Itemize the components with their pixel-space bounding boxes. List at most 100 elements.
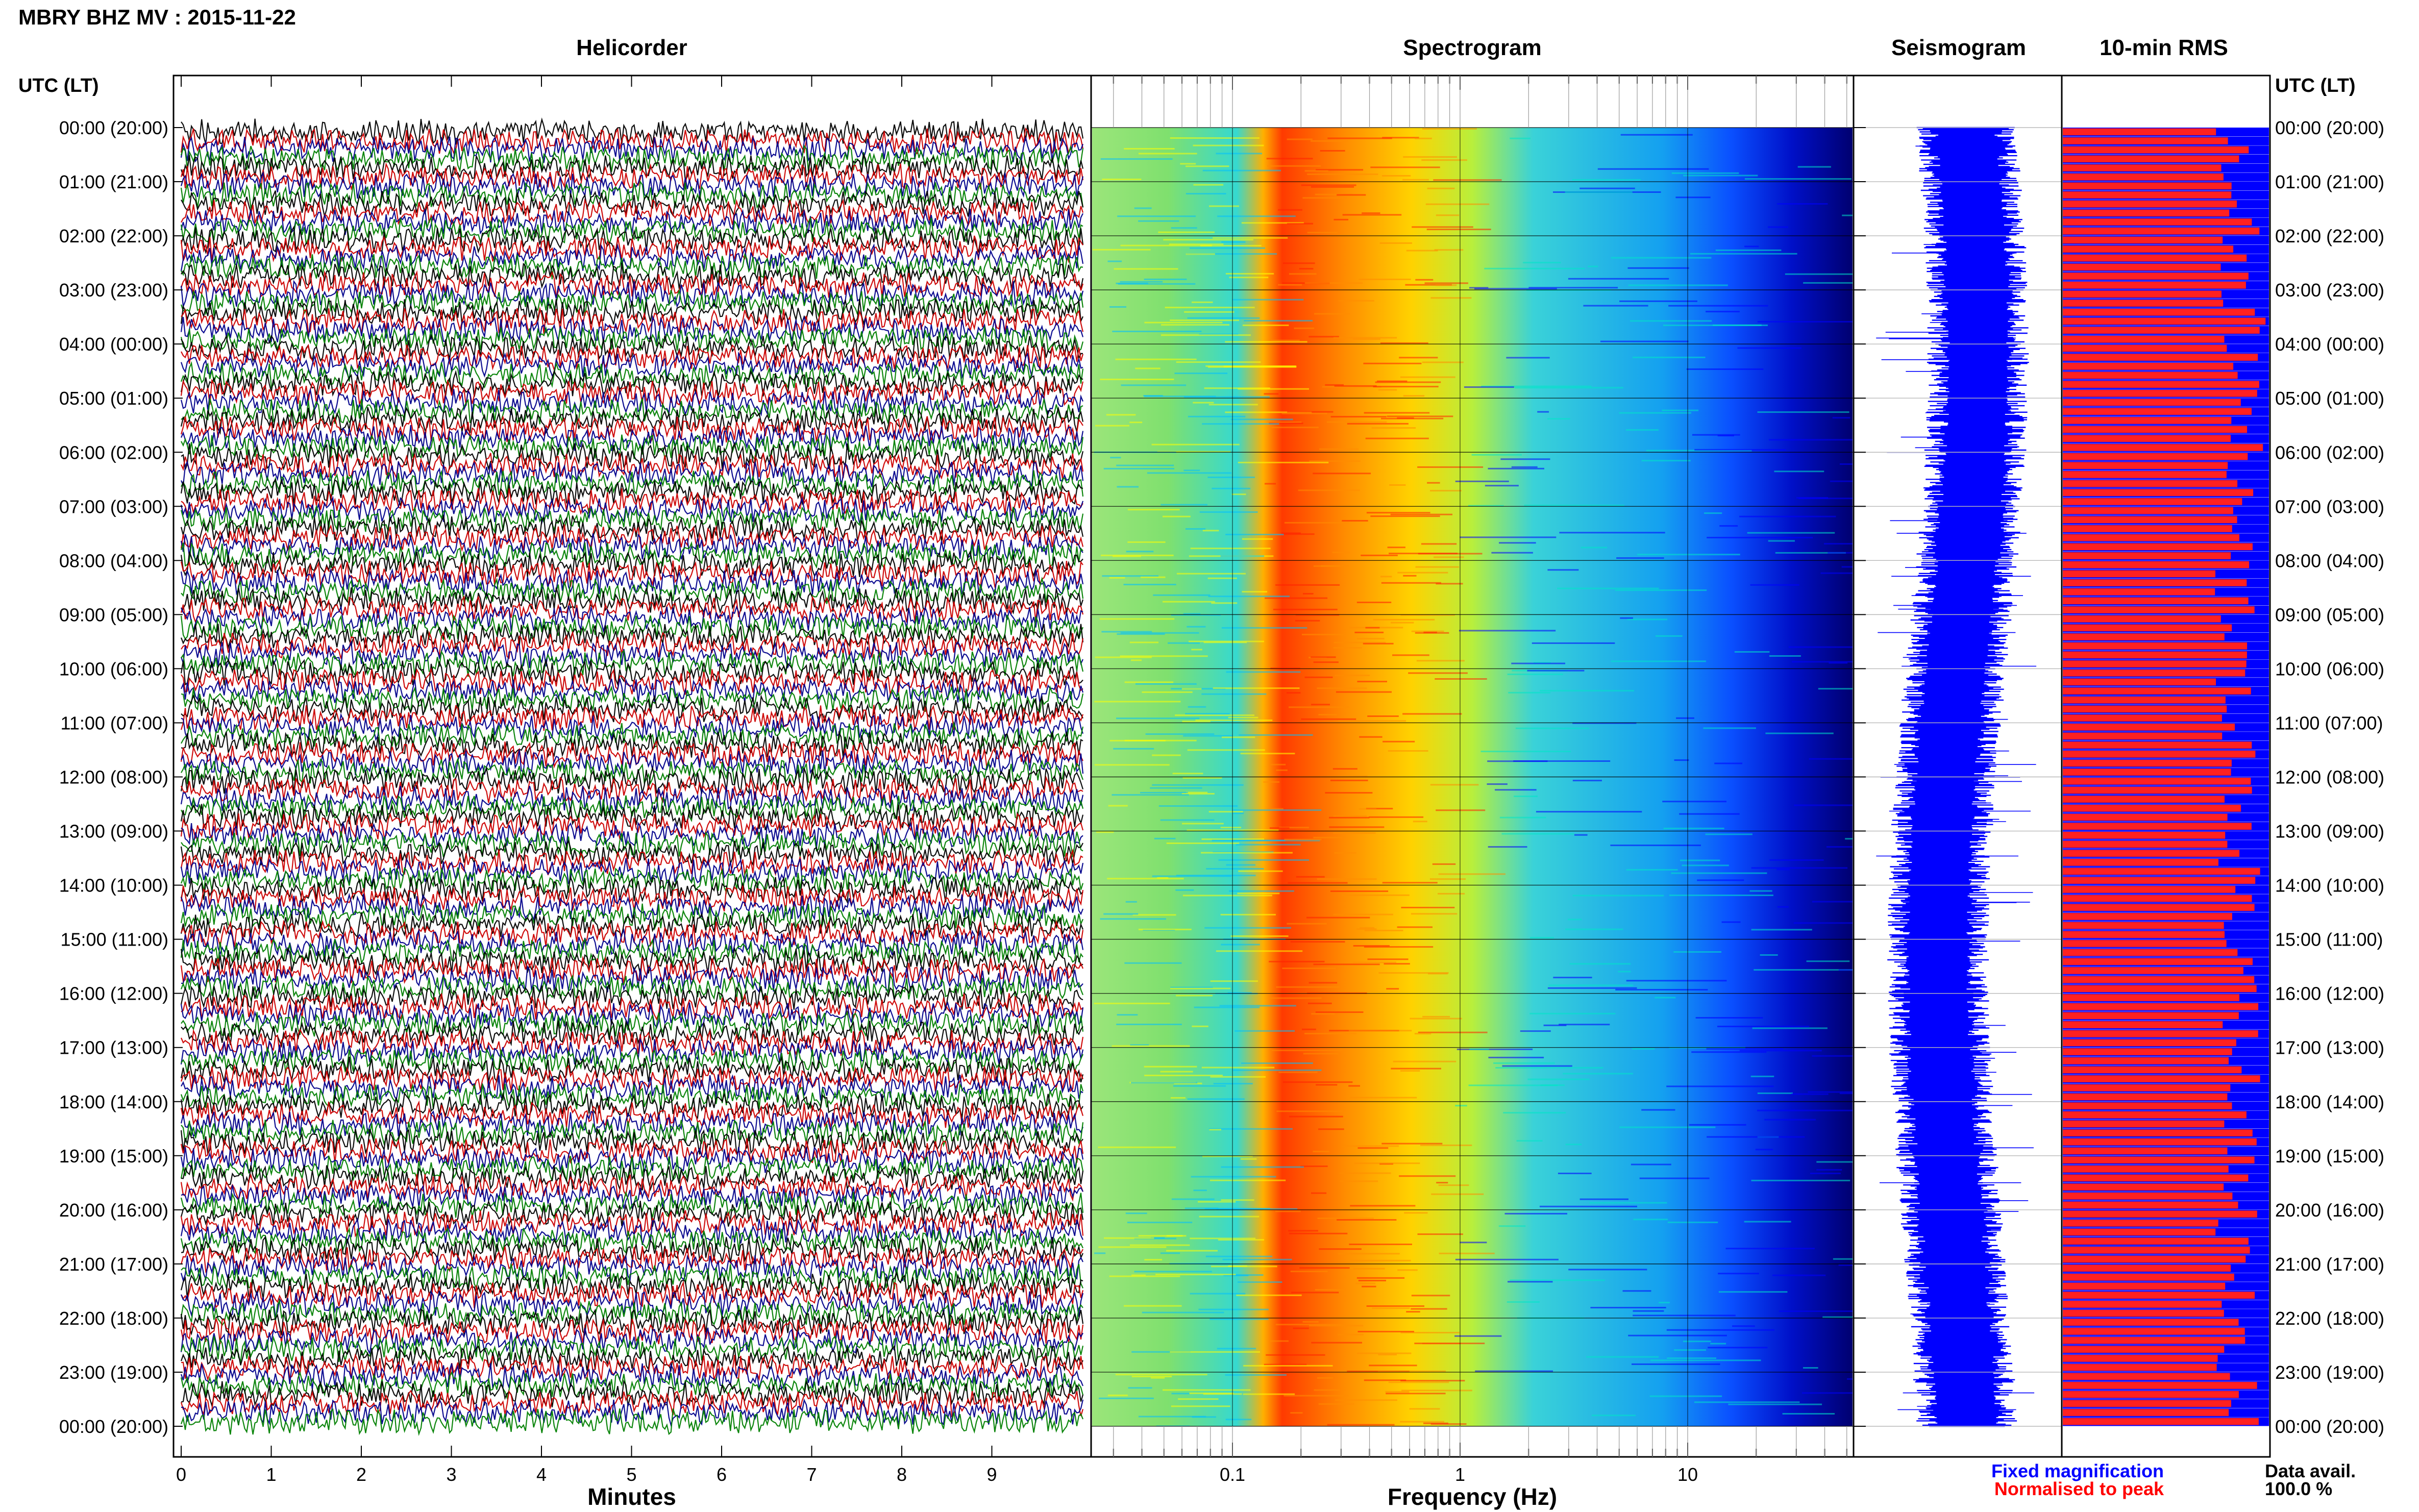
spectrogram-streak (1299, 268, 1314, 270)
spectrogram-streak (1717, 435, 1734, 437)
spectrogram-streak (1348, 1030, 1412, 1032)
spectrogram-streak (1095, 656, 1152, 658)
spectrogram-streak (1397, 1269, 1418, 1271)
spectrogram-streak (1144, 1065, 1197, 1068)
spectrogram-streak (1103, 913, 1139, 915)
spectrogram-streak (1116, 282, 1148, 284)
minutes-tick-label: 2 (356, 1464, 366, 1485)
spectrogram-streak (1281, 412, 1327, 414)
helicorder-trace (180, 1308, 1084, 1336)
rms-bar-normalised (2063, 1039, 2236, 1047)
spectrogram-streak (1439, 1252, 1495, 1254)
helicorder-trace (181, 1379, 1084, 1409)
spectrogram-streak (1230, 418, 1293, 420)
rms-bar-normalised (2063, 570, 2215, 578)
spectrogram-streak (1338, 300, 1374, 302)
spectrogram-streak (1166, 1250, 1218, 1252)
spectrogram-streak (1333, 815, 1367, 817)
rms-bar-normalised (2063, 426, 2248, 433)
spectrogram-streak (1765, 732, 1834, 734)
rms-bar-normalised (2063, 840, 2228, 848)
spectrogram-streak (1354, 1162, 1420, 1164)
spectrogram-streak (1181, 793, 1215, 795)
spectrogram-streak (1366, 512, 1430, 514)
spectrogram-streak (1161, 504, 1207, 506)
spectrogram-streak (1639, 1177, 1710, 1179)
spectrogram-streak (1225, 411, 1312, 413)
rms-bar-normalised (2063, 1220, 2218, 1227)
spectrogram-streak (1131, 659, 1142, 661)
spectrogram-streak (1363, 642, 1394, 645)
spectrogram-streak (1619, 412, 1691, 414)
spectrogram-streak (1403, 395, 1425, 397)
rms-bar-normalised (2063, 1346, 2225, 1353)
spectrogram-streak (1112, 1045, 1190, 1047)
spectrogram-streak (1184, 311, 1235, 313)
spectrogram-streak (1772, 1274, 1826, 1276)
time-tick-label-left: 02:00 (22:00) (59, 226, 168, 246)
helicorder-trace (180, 1246, 1083, 1274)
spectrogram-streak (1270, 827, 1290, 829)
spectrogram-streak (1707, 1136, 1805, 1138)
spectrogram-streak (1316, 169, 1364, 171)
spectrogram-streak (1101, 554, 1174, 556)
spectrogram-streak (1301, 718, 1356, 720)
spectrogram-streak (1356, 1277, 1405, 1279)
spectrogram-streak (1728, 1403, 1822, 1405)
spectrogram-streak (1332, 768, 1357, 770)
spectrogram-streak (1176, 361, 1261, 363)
spectrogram-streak (1803, 1367, 1818, 1369)
spectrogram-streak (1302, 1028, 1316, 1030)
rms-bar-normalised (2063, 1021, 2223, 1028)
spectrogram-streak (1330, 779, 1368, 781)
spectrogram-streak (1697, 879, 1744, 881)
spectrogram-streak (1671, 872, 1767, 874)
spectrogram-streak (1317, 687, 1367, 689)
spectrogram-streak (1388, 750, 1428, 752)
spectrogram-streak (1107, 878, 1184, 880)
spectrogram-streak (1170, 1351, 1260, 1353)
spectrogram-streak (1315, 1289, 1346, 1291)
helicorder-trace (181, 190, 1084, 218)
spectrogram-streak (1412, 226, 1473, 228)
spectrogram-streak (1619, 300, 1697, 302)
rms-bar-normalised (2063, 913, 2232, 920)
helicorder-trace (180, 704, 1084, 731)
spectrogram-streak (1386, 1393, 1446, 1395)
spectrogram-streak (1330, 416, 1387, 418)
time-tick-label-right: 03:00 (23:00) (2275, 280, 2384, 301)
spectrogram-streak (1309, 1325, 1364, 1327)
spectrogram-streak (1226, 864, 1255, 866)
spectrogram-streak (1751, 867, 1848, 869)
spectrogram-streak (1144, 395, 1216, 398)
time-tick-label-right: 12:00 (08:00) (2275, 767, 2384, 788)
spectrogram-streak (1289, 706, 1349, 708)
spectrogram-streak (1734, 651, 1770, 653)
spectrogram-streak (1187, 626, 1206, 628)
spectrogram-streak (1127, 541, 1166, 543)
rms-bar-normalised (2063, 724, 2235, 731)
spectrogram-streak (1498, 1225, 1526, 1227)
spectrogram-streak (1503, 1112, 1566, 1114)
spectrogram-streak (1282, 968, 1336, 970)
spectrogram-streak (1309, 460, 1361, 462)
rms-bar-normalised (2063, 687, 2251, 695)
spectrogram-streak (1276, 1110, 1343, 1112)
spectrogram-streak (1618, 971, 1631, 973)
spectrogram-streak (1094, 701, 1181, 703)
rms-bar-normalised (2063, 642, 2248, 650)
time-tick-label-left: 03:00 (23:00) (59, 280, 168, 301)
rms-bar-normalised (2063, 1373, 2230, 1380)
spectrogram-streak (1356, 928, 1377, 930)
spectrogram-streak (1393, 1060, 1457, 1062)
spectrogram-streak (1170, 986, 1213, 988)
spectrogram-streak (1290, 1271, 1328, 1273)
rms-bar-normalised (2063, 371, 2238, 379)
spectrogram-streak (1812, 901, 1853, 903)
helicorder-trace (180, 893, 1084, 922)
spectrogram-streak (1212, 839, 1286, 841)
rms-plot (2063, 128, 2269, 1426)
spectrogram-streak (1192, 1025, 1208, 1027)
helicorder-trace (180, 136, 1084, 163)
spectrogram-streak (1315, 193, 1353, 195)
